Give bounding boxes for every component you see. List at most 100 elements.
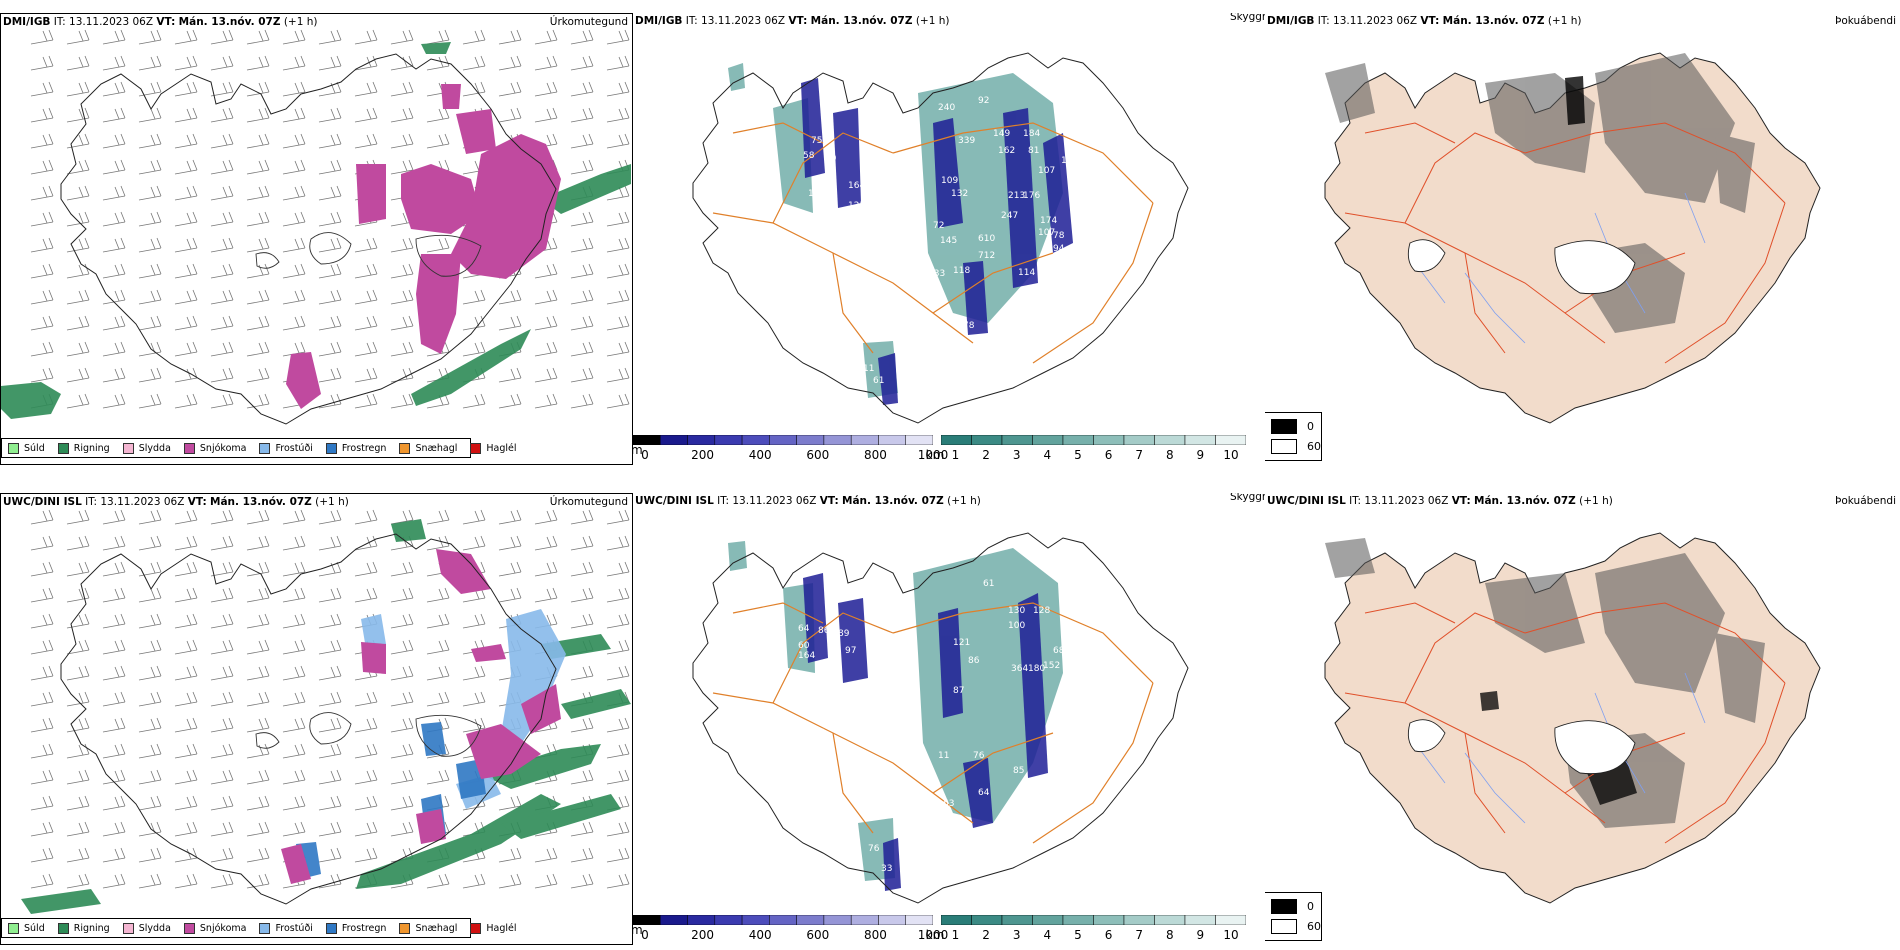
wind-barb xyxy=(138,795,162,811)
wind-barb xyxy=(246,717,270,733)
ceiling-panel-top: DMI/IGB IT: 13.11.2023 06Z VT: Mán. 13.n… xyxy=(633,13,1268,465)
legend-swatch xyxy=(259,922,271,934)
wind-barb xyxy=(390,237,414,253)
wind-barb xyxy=(606,133,630,149)
colorbar-segment xyxy=(1123,434,1155,446)
wind-barb xyxy=(138,613,162,629)
wind-barb xyxy=(534,873,558,889)
iceland-outline xyxy=(60,53,557,425)
wind-barb xyxy=(102,393,126,409)
wind-barb xyxy=(570,613,594,629)
wind-barb xyxy=(534,81,558,97)
colorbar-tick: 800 xyxy=(863,448,887,462)
colorbar-tick: 800 xyxy=(863,928,887,942)
ceiling-value: 174 xyxy=(1040,216,1057,226)
wind-barb xyxy=(606,341,630,357)
wind-barb xyxy=(66,341,90,357)
wind-barb xyxy=(282,795,306,811)
wind-barb xyxy=(66,263,90,279)
wind-barb xyxy=(66,315,90,331)
wind-barb xyxy=(30,263,54,279)
wind-barb xyxy=(390,795,414,811)
wind-barb xyxy=(174,237,198,253)
legend-swatch xyxy=(183,922,195,934)
wind-barb xyxy=(606,587,630,603)
fog-legend-swatch xyxy=(1271,919,1297,934)
legend-swatch xyxy=(259,442,271,454)
wind-barb xyxy=(282,821,306,837)
wind-barb xyxy=(498,509,522,525)
wind-barb xyxy=(102,509,126,525)
wind-barb xyxy=(174,81,198,97)
wind-barb xyxy=(138,691,162,707)
wind-barb xyxy=(498,873,522,889)
wind-barb xyxy=(354,587,378,603)
road xyxy=(892,122,1154,204)
ceiling-value: 64 xyxy=(798,624,810,634)
colorbar-tick: 1000 xyxy=(917,448,949,462)
wind-barb xyxy=(282,185,306,201)
wind-barb xyxy=(282,81,306,97)
wind-barb xyxy=(102,847,126,863)
wind-barb xyxy=(138,847,162,863)
ceiling-value: 63 xyxy=(943,799,954,809)
wind-barb xyxy=(246,107,270,123)
wind-barb xyxy=(138,55,162,71)
wind-barb xyxy=(30,743,54,759)
wind-barb xyxy=(30,587,54,603)
cloudbase-unit: m xyxy=(633,443,643,457)
legend-item: Slydda xyxy=(122,442,171,454)
legend-item: Frostregn xyxy=(325,922,386,934)
glacier-outlines xyxy=(255,712,482,757)
wind-barb xyxy=(282,743,306,759)
wind-barb xyxy=(498,847,522,863)
wind-barb xyxy=(606,237,630,253)
wind-barb xyxy=(282,107,306,123)
wind-barb xyxy=(570,55,594,71)
ceiling-value: 180 xyxy=(1028,664,1045,674)
wind-barb xyxy=(30,639,54,655)
panel-header: DMI/IGB IT: 13.11.2023 06Z VT: Mán. 13.n… xyxy=(1267,15,1582,27)
visibility-colorbar: km 1 2 3 4 5 6 7 8 9 10 xyxy=(926,434,1247,462)
wind-barb xyxy=(102,743,126,759)
legend-swatch xyxy=(122,442,134,454)
wind-barb xyxy=(174,185,198,201)
colorbar-segment xyxy=(1184,434,1216,446)
wind-barb xyxy=(210,639,234,655)
wind-barb xyxy=(282,315,306,331)
wind-barb xyxy=(318,769,342,785)
wind-barb xyxy=(102,665,126,681)
wind-barb xyxy=(102,613,126,629)
ceiling-value: 154 xyxy=(808,189,825,199)
wind-barb xyxy=(174,639,198,655)
wind-barb xyxy=(102,211,126,227)
wind-barb xyxy=(606,315,630,331)
legend-swatch xyxy=(8,442,19,454)
wind-barb xyxy=(102,873,126,889)
wind-barb xyxy=(318,133,342,149)
wind-barb xyxy=(606,55,630,71)
wind-barb xyxy=(570,211,594,227)
iceland-outline xyxy=(692,532,1189,904)
wind-barb xyxy=(534,289,558,305)
colorbar-segment xyxy=(878,434,906,446)
ceiling-value: 58 xyxy=(803,151,815,161)
legend-item: Snæhagl xyxy=(399,442,457,454)
wind-barb xyxy=(246,393,270,409)
wind-barb xyxy=(30,211,54,227)
road xyxy=(1464,252,1506,354)
wind-barb xyxy=(174,211,198,227)
wind-barb xyxy=(498,587,522,603)
wind-barb xyxy=(282,133,306,149)
wind-barb xyxy=(498,795,522,811)
visibility-colorbar-bar xyxy=(940,914,1247,926)
wind-barb xyxy=(174,29,198,45)
wind-barb xyxy=(66,613,90,629)
cloudbase-colorbar: 0 200 400 600 800 1000 m xyxy=(633,914,948,942)
wind-barb xyxy=(174,367,198,383)
wind-barb xyxy=(174,107,198,123)
wind-barb xyxy=(246,211,270,227)
wind-barb xyxy=(30,237,54,253)
colorbar-tick: 2 xyxy=(982,928,990,942)
